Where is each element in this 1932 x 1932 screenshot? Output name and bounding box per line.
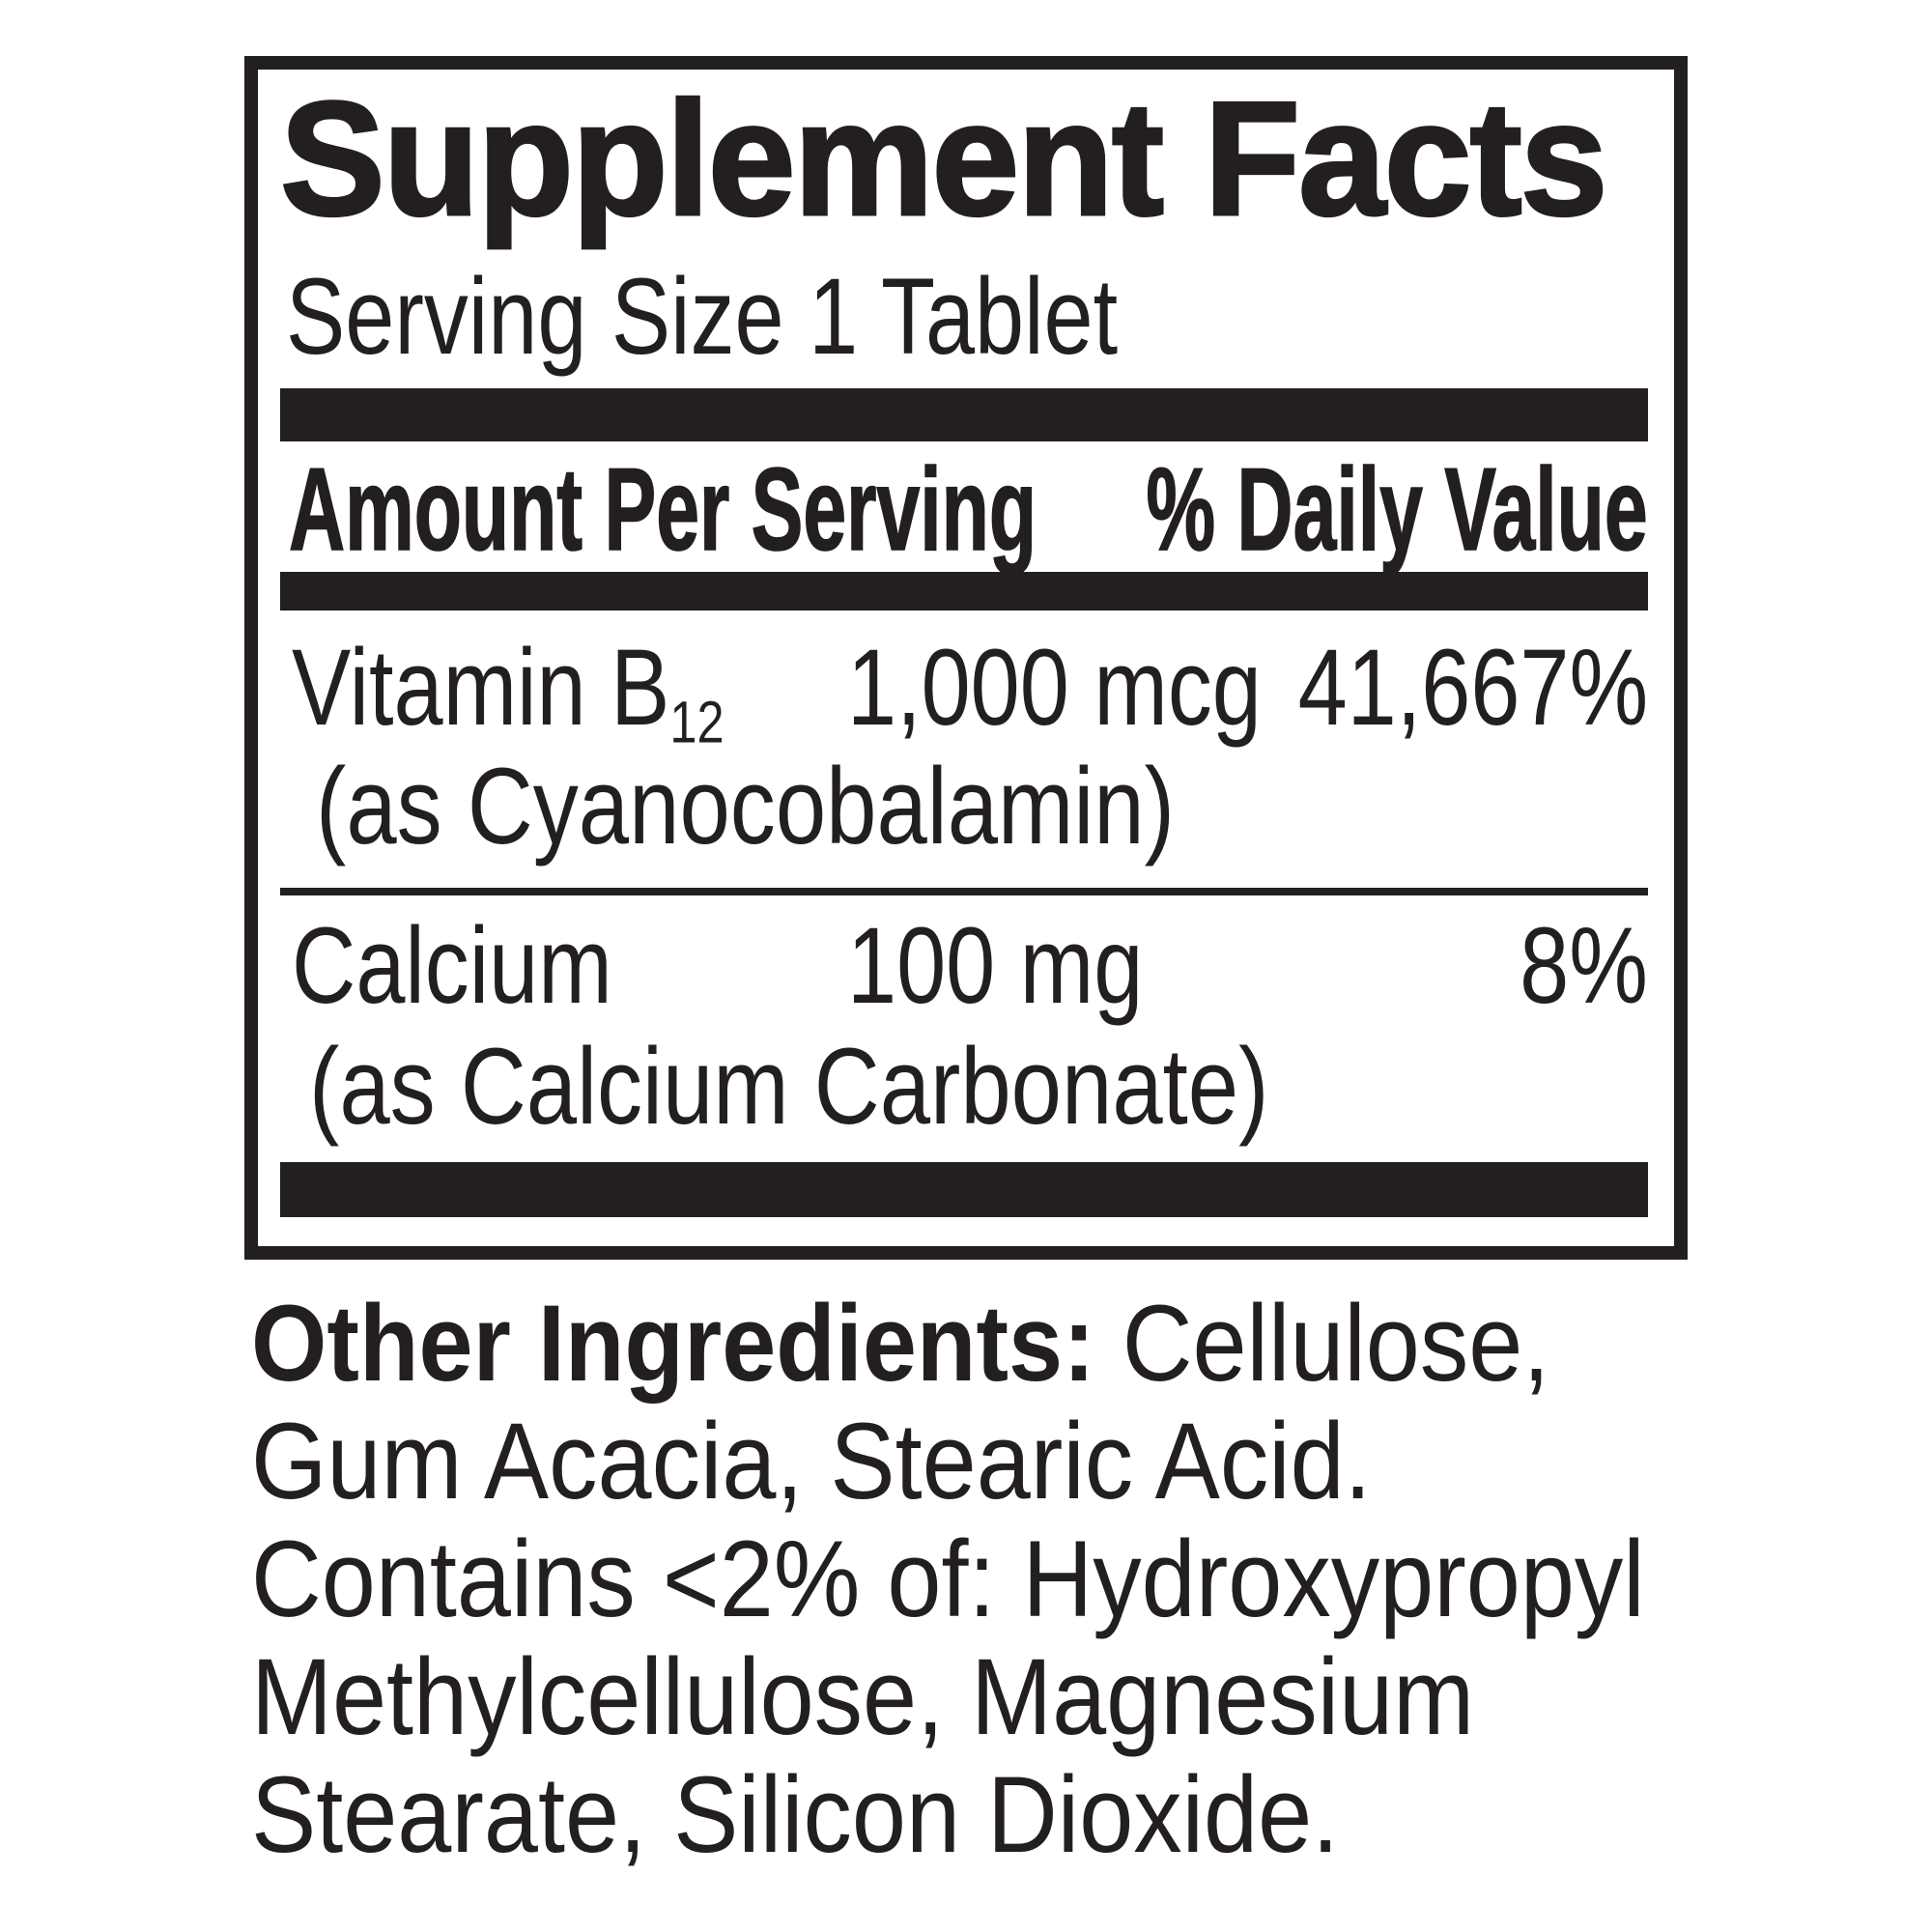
other-ingredients-heading: Other Ingredients: — [251, 1283, 1095, 1404]
other-ingredients-line: Methylcellulose, Magnesium — [251, 1636, 1475, 1757]
panel-title: Supplement Facts — [279, 62, 1647, 257]
thin-divider — [280, 888, 1648, 895]
nutrient-name: Vitamin B12 — [292, 623, 819, 758]
nutrient-name-text: Vitamin B — [292, 627, 670, 748]
other-ingredients-line: Other Ingredients: Cellulose, — [251, 1283, 1550, 1404]
daily-value-header: % Daily Value — [1146, 442, 1648, 576]
other-ingredients-line: Stearate, Silicon Dioxide. — [251, 1754, 1340, 1875]
thick-divider-bottom — [280, 1162, 1648, 1217]
nutrient-source: (as Calcium Carbonate) — [309, 1026, 1269, 1147]
other-ingredients-paragraph: Other Ingredients: Cellulose, Gum Acacia… — [251, 1285, 1800, 1874]
nutrient-daily-value: 41,667% — [1297, 627, 1648, 748]
panel-title-text: Supplement Facts — [279, 67, 1609, 251]
nutrient-name-text: Calcium — [292, 905, 612, 1026]
serving-size: Serving Size 1 Tablet — [286, 252, 1300, 382]
amount-per-serving-header: Amount Per Serving — [288, 442, 1037, 576]
other-ingredients-line: Gum Acacia, Stearic Acid. — [251, 1401, 1372, 1521]
thick-divider-top — [280, 388, 1648, 441]
nutrient-subscript: 12 — [669, 689, 724, 756]
nutrient-daily-value: 8% — [1520, 905, 1648, 1026]
nutrient-amount: 1,000 mcg — [847, 627, 1262, 748]
supplement-facts-panel — [244, 56, 1688, 1260]
thick-divider-header — [280, 572, 1648, 611]
nutrient-source: (as Cyanocobalamin) — [316, 746, 1175, 867]
other-ingredients-line: Contains <2% of: Hydroxypropyl — [251, 1519, 1645, 1639]
nutrient-amount: 100 mg — [847, 905, 1144, 1026]
serving-size-text: Serving Size 1 Tablet — [286, 256, 1119, 377]
nutrient-name: Calcium — [292, 901, 683, 1031]
